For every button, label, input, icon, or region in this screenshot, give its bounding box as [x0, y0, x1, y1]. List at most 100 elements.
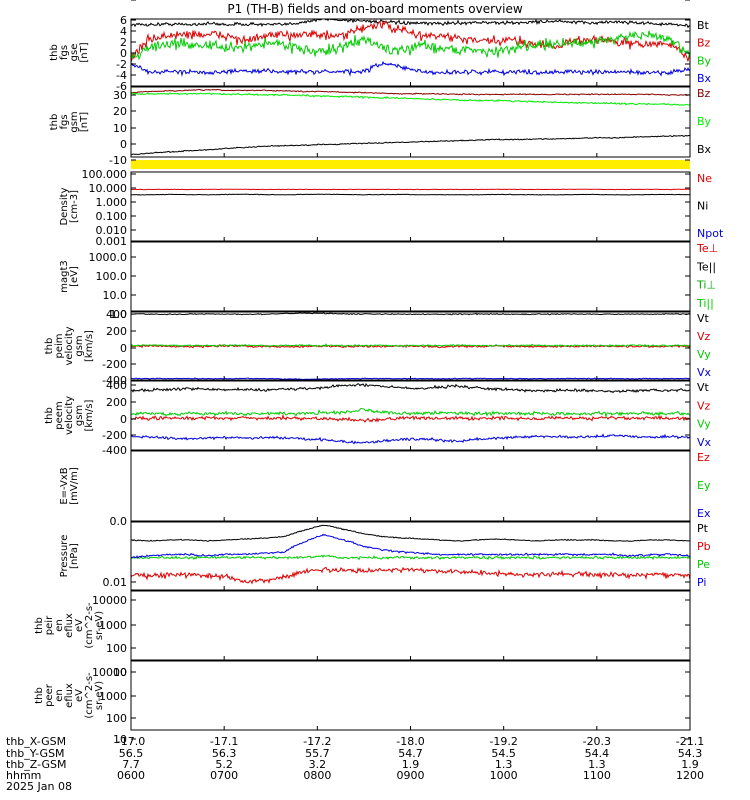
y-axis-label: thb — [44, 338, 55, 355]
legend-vz: Vz — [697, 399, 711, 412]
legend-ey: Ey — [697, 479, 711, 492]
x-tick-label: 54.3 — [678, 747, 703, 760]
series-ne-line — [131, 188, 691, 191]
legend-pt: Pt — [697, 522, 709, 535]
y-axis-label: thb — [34, 617, 45, 634]
panel-9 — [130, 590, 691, 673]
y-axis-label: en — [54, 689, 65, 702]
y-axis-label: Density — [59, 187, 70, 225]
legend-vt: Vt — [697, 381, 710, 394]
y-tick-label: 6 — [120, 14, 127, 27]
legend-ti: Ti|| — [696, 297, 714, 310]
x-tick-label: 0900 — [397, 769, 425, 782]
y-axis-label: eV — [74, 689, 85, 702]
series-pt-line — [130, 524, 691, 542]
y-axis-label: thb — [44, 407, 55, 424]
x-row-label: thb_Z-GSM — [6, 758, 66, 771]
x-tick-label: -21.1 — [676, 735, 704, 748]
legend-te: Te|| — [696, 260, 716, 273]
legend-bx: Bx — [697, 143, 712, 156]
y-tick-label: 10 — [113, 122, 127, 135]
series-bz-line — [131, 89, 691, 97]
series-vy-line — [130, 407, 691, 419]
legend-bt: Bt — [697, 19, 710, 32]
y-axis-label: [eV] — [69, 266, 80, 287]
y-tick-label: 2 — [120, 36, 127, 49]
series-vx-line — [130, 433, 691, 445]
legend-vt: Vt — [697, 312, 710, 325]
panel-frame — [130, 86, 691, 158]
x-tick-label: 1.9 — [402, 758, 420, 771]
y-tick-label: 30 — [113, 89, 127, 102]
x-tick-label: 0800 — [303, 769, 331, 782]
y-tick-label: 0.100 — [96, 210, 128, 223]
x-tick-label: 1000 — [490, 769, 518, 782]
y-tick-label: 10000 — [92, 594, 127, 607]
y-tick-label: 10000 — [92, 666, 127, 679]
y-tick-label: 0 — [120, 342, 127, 355]
y-axis-label: sr-eV) — [94, 681, 105, 710]
x-row-label: hhmm — [6, 769, 41, 782]
series-ni-line — [130, 193, 691, 196]
y-tick-label: 100 — [106, 642, 127, 655]
y-tick-label: 400 — [106, 308, 127, 321]
y-tick-label: 1.000 — [96, 196, 128, 209]
y-tick-label: 0.01 — [103, 576, 128, 589]
x-tick-label: 7.7 — [122, 758, 140, 771]
y-tick-label: 200 — [106, 325, 127, 338]
legend-ti: Ti⊥ — [696, 279, 716, 292]
panel-10 — [130, 660, 691, 740]
y-tick-label: -4 — [116, 69, 127, 82]
y-axis-label: fgs — [59, 114, 70, 129]
data-quality-bar — [131, 160, 690, 169]
y-axis-label: thb — [34, 687, 45, 704]
y-tick-label: 10.000 — [89, 182, 128, 195]
y-tick-label: 0 — [120, 47, 127, 60]
y-axis-label: magt3 — [59, 260, 70, 293]
x-row-label: thb_X-GSM — [6, 735, 66, 748]
panel-1 — [130, 18, 691, 87]
y-tick-label: 1000 — [99, 690, 127, 703]
legend-ez: Ez — [697, 451, 710, 464]
y-tick-label: -2 — [116, 58, 127, 71]
y-tick-label: 10.0 — [103, 289, 128, 302]
y-tick-label: 0.001 — [96, 235, 128, 248]
panel-frame — [130, 171, 691, 242]
x-tick-label: -17.2 — [303, 735, 331, 748]
y-axis-label: eflux — [64, 683, 75, 708]
y-tick-label: 10 — [113, 733, 127, 746]
series-pi-line — [131, 533, 690, 559]
series-bx-line — [130, 60, 691, 77]
y-tick-label: 0.1 — [110, 0, 128, 3]
y-tick-label: 1.0 — [110, 308, 128, 321]
y-axis-label: peir — [44, 615, 55, 635]
x-tick-label: -20.3 — [583, 735, 611, 748]
x-tick-label: -18.0 — [396, 735, 424, 748]
y-axis-label: gsm — [74, 405, 85, 426]
y-axis-label: (cm^2-s- — [84, 672, 95, 719]
x-tick-label: 54.5 — [491, 747, 516, 760]
y-axis-label: Pressure — [59, 535, 70, 578]
panel-frame — [130, 590, 691, 661]
y-tick-label: 1000 — [99, 619, 127, 632]
legend-bz: Bz — [697, 37, 711, 50]
x-tick-label: 1100 — [583, 769, 611, 782]
panel-4 — [130, 0, 691, 315]
series-by-line — [130, 30, 691, 61]
y-tick-label: 4 — [120, 25, 127, 38]
panel-8 — [130, 521, 691, 591]
legend-ni: Ni — [697, 200, 708, 213]
series-vt-line — [130, 312, 691, 316]
x-tick-label: -19.2 — [489, 735, 517, 748]
series-pe-line — [130, 554, 691, 561]
x-tick-label: 0700 — [210, 769, 238, 782]
panel-frame — [130, 660, 691, 731]
y-axis-label: [nT] — [79, 42, 90, 62]
panel-5 — [130, 311, 691, 381]
legend-pe: Pe — [697, 558, 710, 571]
y-tick-label: 1000.0 — [89, 251, 128, 264]
y-axis-label: velocity — [64, 326, 75, 365]
y-tick-label: -20 — [109, 0, 127, 3]
legend-vz: Vz — [697, 330, 711, 343]
